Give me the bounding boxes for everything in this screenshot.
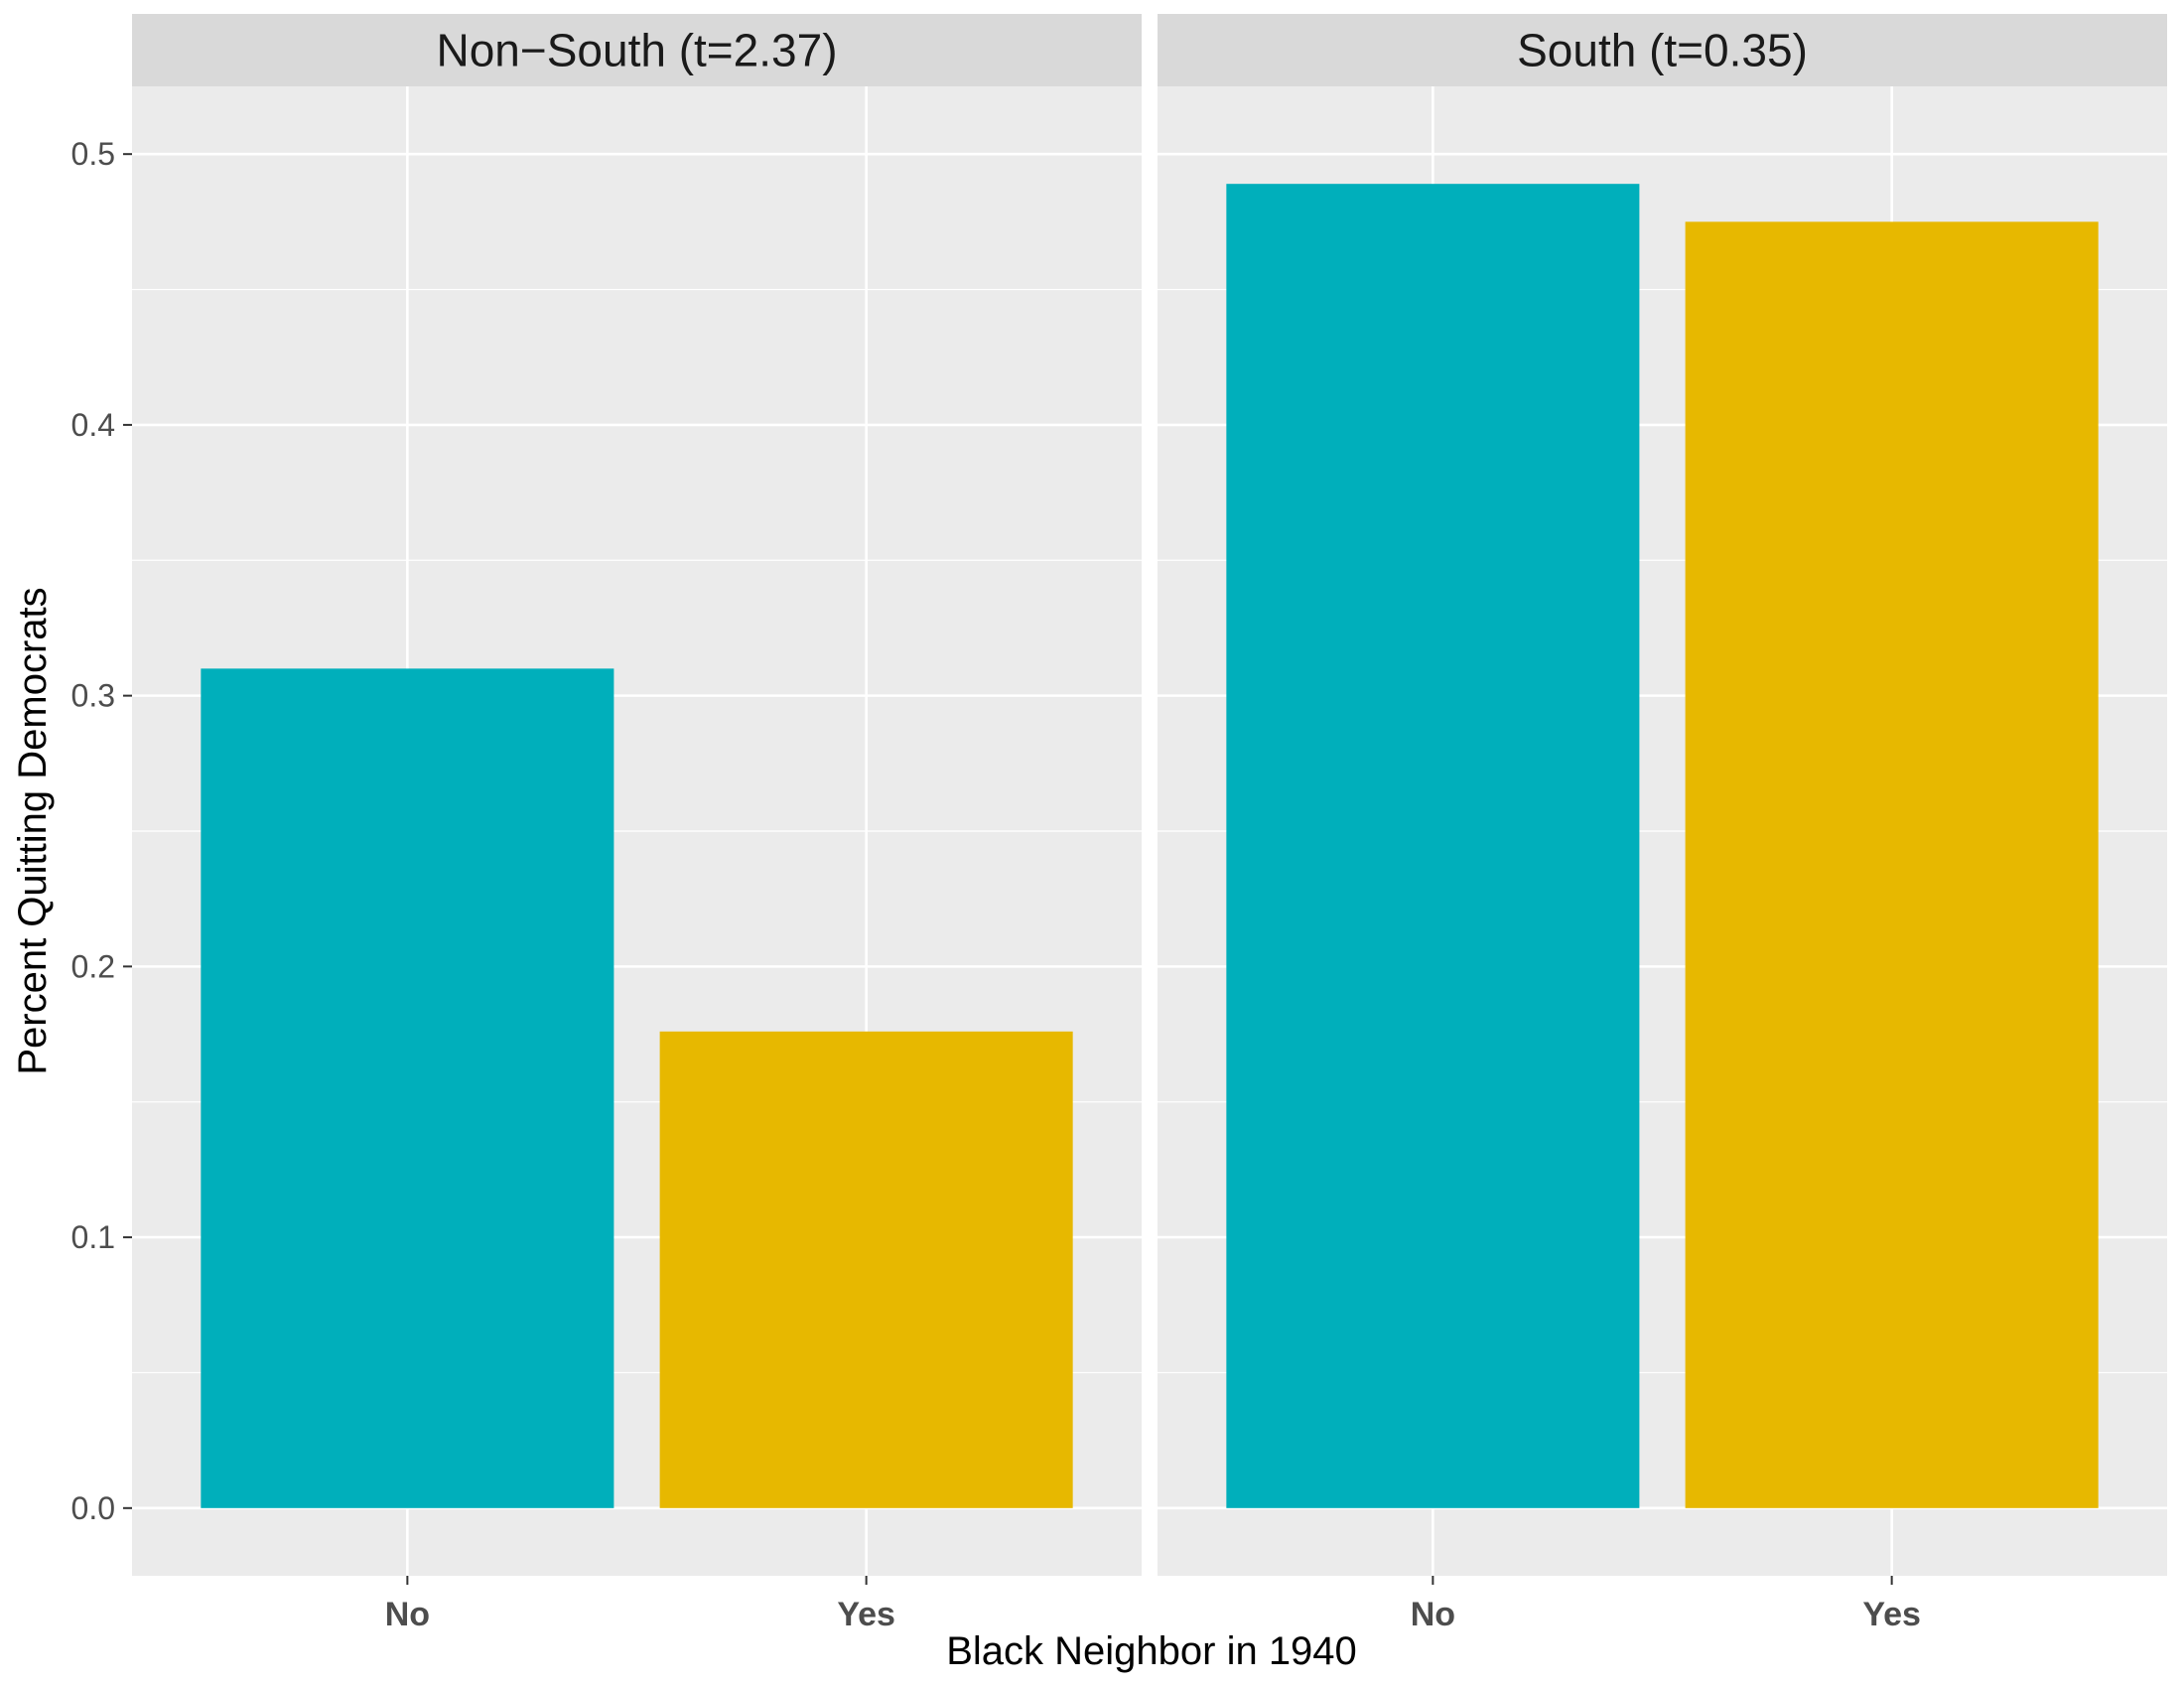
x-tick-label: No (1411, 1596, 1455, 1633)
x-tick-label: Yes (1862, 1596, 1921, 1633)
facet-strip (132, 14, 1142, 86)
x-axis-title: Black Neighbor in 1940 (946, 1629, 1357, 1673)
y-tick-label: 0.3 (71, 678, 115, 714)
y-tick-label: 0.5 (71, 136, 115, 172)
x-tick-label: No (385, 1596, 430, 1633)
bar (659, 1031, 1073, 1508)
bar (1685, 221, 2099, 1508)
y-axis-title: Percent Quitting Democrats (11, 587, 55, 1074)
x-tick-label: Yes (837, 1596, 895, 1633)
y-tick-label: 0.4 (71, 407, 115, 443)
facet-strip (1158, 14, 2167, 86)
y-tick-label: 0.1 (71, 1219, 115, 1255)
bar (1226, 184, 1640, 1508)
facet-label: South (t=0.35) (1517, 25, 1808, 76)
facet-label: Non−South (t=2.37) (436, 25, 837, 76)
y-tick-label: 0.2 (71, 948, 115, 984)
y-tick-label: 0.0 (71, 1490, 115, 1526)
bar (201, 668, 614, 1508)
